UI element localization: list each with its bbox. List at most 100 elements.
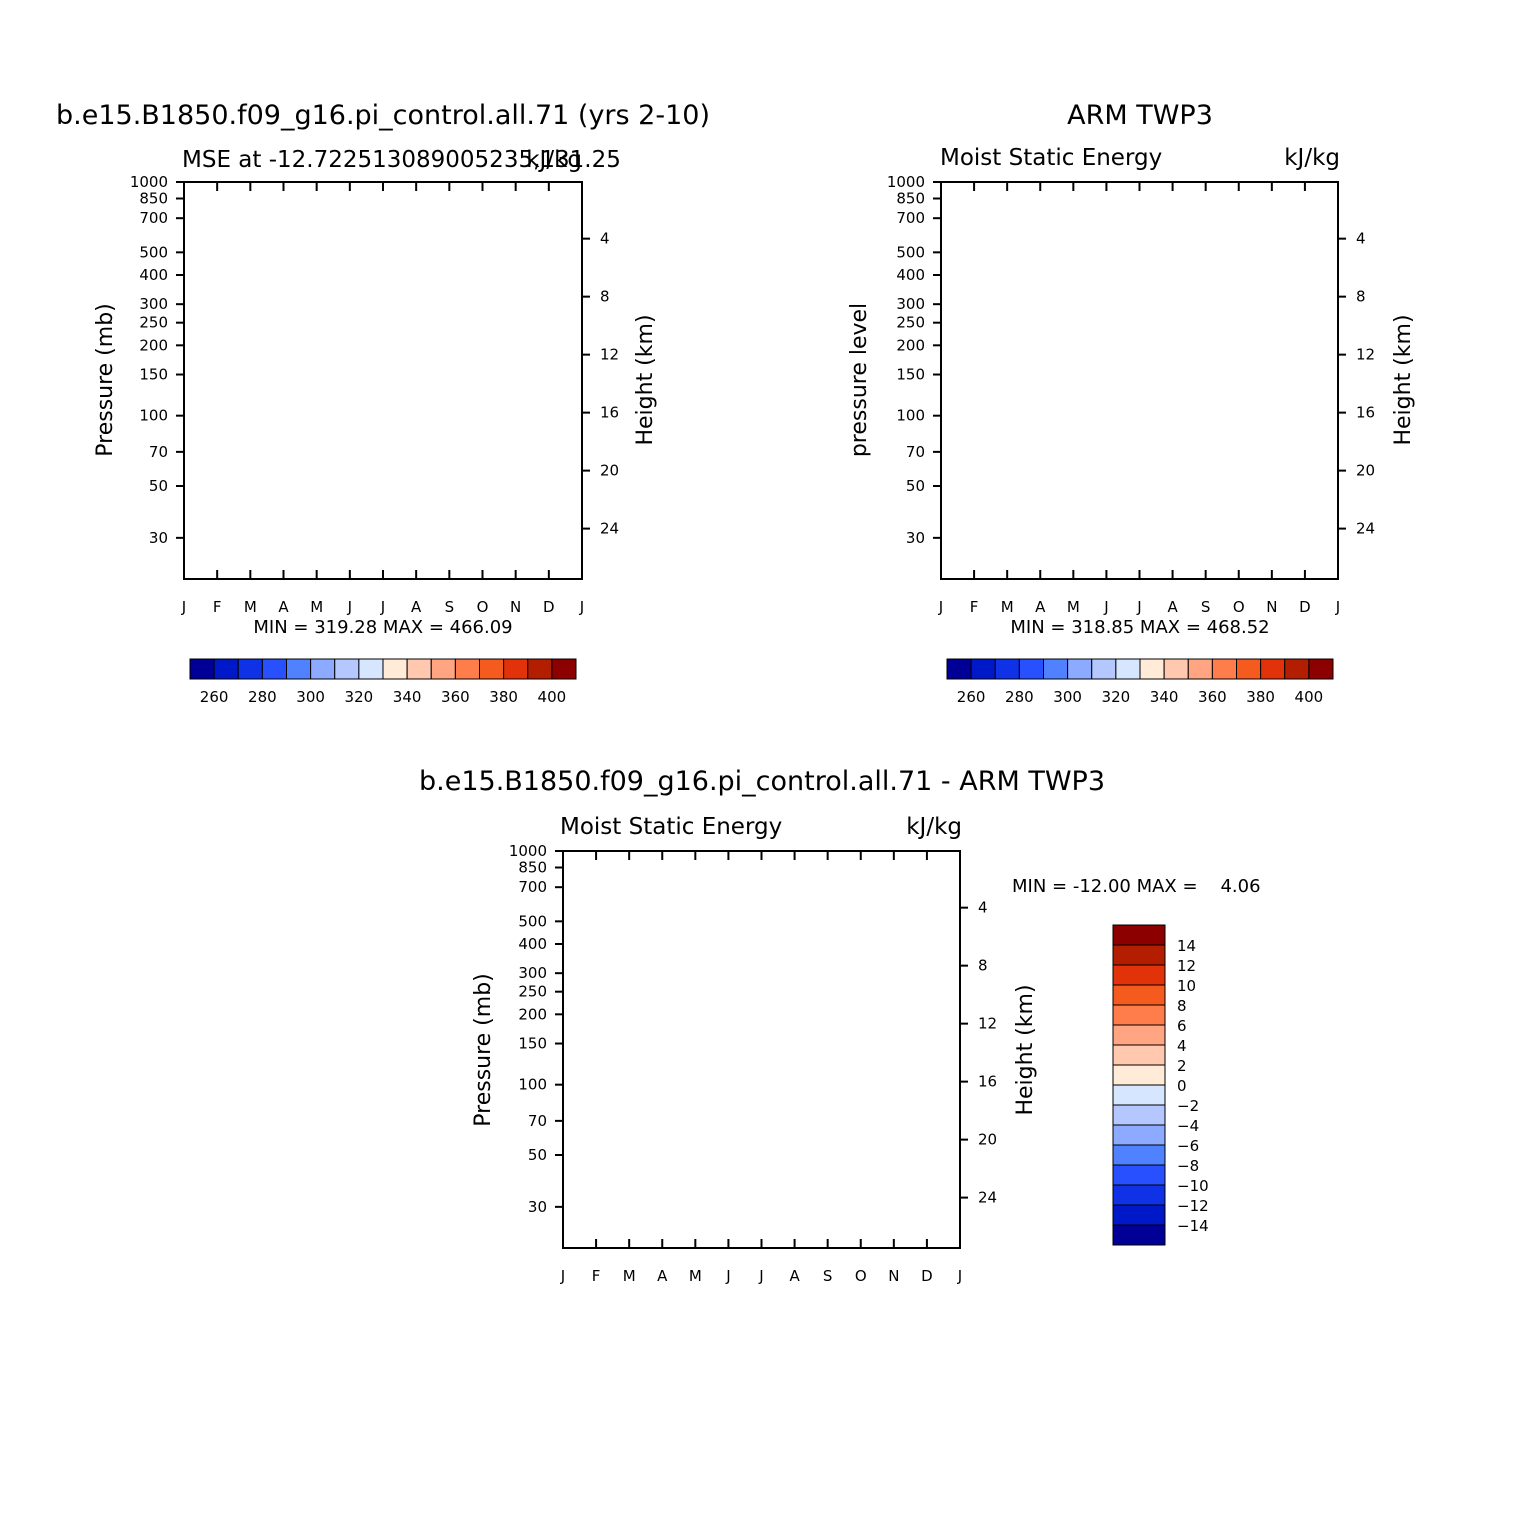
x-tick-label: J [938, 598, 943, 616]
colorbar-swatch [1112, 1224, 1166, 1246]
y2-tick-label: 20 [1356, 462, 1375, 480]
colorbar-swatch [1112, 1084, 1166, 1106]
y-tick-label: 500 [896, 243, 925, 261]
y2-tick-label: 4 [1356, 230, 1366, 248]
y-tick-label: 150 [139, 366, 168, 384]
x-tick-label: O [1233, 598, 1245, 616]
colorbar-swatch [334, 658, 360, 680]
colorbar-swatch [1112, 984, 1166, 1006]
x-tick-label: J [560, 1267, 565, 1285]
colorbar-swatch [1112, 1104, 1166, 1126]
x-tick-label: M [1067, 598, 1080, 616]
x-tick-label: M [310, 598, 323, 616]
colorbar-label: 10 [1177, 977, 1196, 995]
y2-tick-label: 4 [600, 230, 610, 248]
y2-tick-label: 20 [978, 1131, 997, 1149]
y-tick-label: 1000 [509, 842, 547, 860]
x-tick-label: N [510, 598, 521, 616]
y-tick-label: 70 [528, 1112, 547, 1130]
colorbar-label: 340 [1150, 688, 1179, 706]
colorbar-label: 320 [345, 688, 374, 706]
y2-tick-label: 12 [978, 1015, 997, 1033]
y2-tick-label: 24 [1356, 520, 1375, 538]
y-tick-label: 400 [896, 266, 925, 284]
colorbar-swatch [970, 658, 996, 680]
colorbar-swatch [358, 658, 384, 680]
colorbar-swatch [1115, 658, 1141, 680]
x-tick-label: A [657, 1267, 668, 1285]
y2-tick-label: 12 [600, 346, 619, 364]
y-tick-label: 200 [518, 1005, 547, 1023]
y2-tick-label: 24 [600, 520, 619, 538]
y2-tick-label: 24 [978, 1189, 997, 1207]
x-tick-label: A [789, 1267, 800, 1285]
panel-model-title: b.e15.B1850.f09_g16.pi_control.all.71 (y… [56, 100, 710, 131]
colorbar-label: −2 [1177, 1097, 1199, 1115]
x-tick-label: F [213, 598, 222, 616]
colorbar-swatch [1112, 1164, 1166, 1186]
x-tick-label: J [1136, 598, 1141, 616]
colorbar-swatch [1112, 1024, 1166, 1046]
panel-model-y2label: Height (km) [633, 314, 658, 445]
x-tick-label: O [477, 598, 489, 616]
y-tick-label: 500 [518, 912, 547, 930]
colorbar-swatch [994, 658, 1020, 680]
x-tick-label: J [1103, 598, 1108, 616]
colorbar-swatch [213, 658, 239, 680]
y2-tick-label: 8 [1356, 288, 1366, 306]
x-tick-label: J [1335, 598, 1340, 616]
colorbar-swatch [454, 658, 480, 680]
panel-diff-units: kJ/kg [906, 814, 962, 840]
y-tick-label: 250 [139, 314, 168, 332]
panel-diff-title: b.e15.B1850.f09_g16.pi_control.all.71 - … [419, 766, 1105, 797]
y-tick-label: 300 [139, 295, 168, 313]
panel-model-ylabel: Pressure (mb) [93, 303, 118, 457]
x-tick-label: F [970, 598, 979, 616]
colorbar-label: 14 [1177, 937, 1196, 955]
colorbar-swatch [1112, 1064, 1166, 1086]
colorbar-label: 400 [538, 688, 567, 706]
panel-diff-colorbar: 14 12 10 8 6 4 2 0 −2 −4 −6 −8 −10 −12 −14 [1112, 924, 1209, 1246]
colorbar-swatch [237, 658, 263, 680]
colorbar-swatch [946, 658, 972, 680]
colorbar-swatch [310, 658, 336, 680]
colorbar-swatch [189, 658, 215, 680]
panel-model-subtitle: MSE at -12.722513089005235,131.25 [182, 147, 621, 173]
colorbar-label: 340 [393, 688, 422, 706]
y-tick-label: 700 [896, 209, 925, 227]
x-tick-label: M [244, 598, 257, 616]
y-tick-label: 100 [518, 1076, 547, 1094]
panel-obs-ylabel: pressure level [847, 303, 872, 457]
panel-diff-y2label: Height (km) [1013, 984, 1038, 1115]
colorbar-swatch [1112, 964, 1166, 986]
colorbar-label: 380 [1246, 688, 1275, 706]
y-tick-label: 50 [528, 1146, 547, 1164]
y-tick-label: 30 [528, 1198, 547, 1216]
colorbar-swatch [1163, 658, 1189, 680]
x-tick-label: D [921, 1267, 933, 1285]
colorbar-label: 280 [248, 688, 277, 706]
colorbar-swatch [551, 658, 577, 680]
y-tick-label: 150 [896, 366, 925, 384]
y2-tick-label: 12 [1356, 346, 1375, 364]
colorbar-label: 260 [200, 688, 229, 706]
colorbar-swatch [527, 658, 553, 680]
y-tick-label: 30 [149, 529, 168, 547]
x-tick-label: M [1001, 598, 1014, 616]
colorbar-swatch [1112, 1144, 1166, 1166]
x-tick-label: N [888, 1267, 899, 1285]
panel-obs-y2label: Height (km) [1391, 314, 1416, 445]
x-tick-label: A [411, 598, 422, 616]
colorbar-label: −4 [1177, 1117, 1199, 1135]
colorbar-label: −14 [1177, 1217, 1209, 1235]
y-tick-label: 400 [139, 266, 168, 284]
colorbar-swatch [382, 658, 408, 680]
x-tick-label: A [278, 598, 289, 616]
colorbar-swatch [1236, 658, 1262, 680]
colorbar-label: 2 [1177, 1057, 1187, 1075]
y-tick-label: 400 [518, 935, 547, 953]
panel-diff-ylabel: Pressure (mb) [471, 973, 496, 1127]
colorbar-swatch [261, 658, 287, 680]
y-tick-label: 1000 [887, 173, 925, 191]
